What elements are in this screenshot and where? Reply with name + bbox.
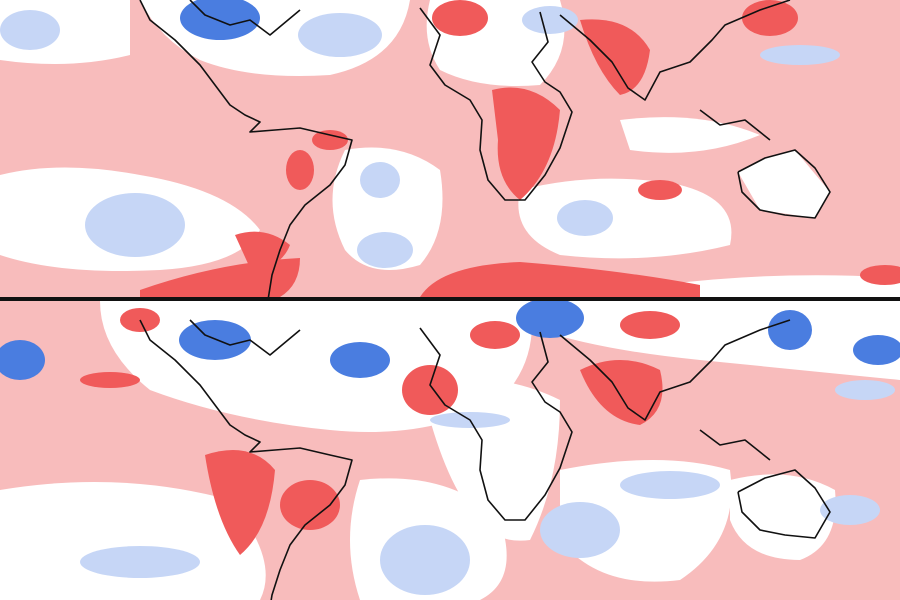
top-panel: [0, 0, 900, 297]
field-region: [298, 13, 382, 57]
field-region: [730, 474, 836, 560]
field-region: [205, 450, 275, 555]
field-region: [360, 162, 400, 198]
field-region: [380, 525, 470, 595]
field-region: [518, 178, 732, 259]
field-region: [660, 275, 900, 297]
field-region: [0, 10, 60, 50]
field-region: [312, 130, 348, 150]
field-region: [286, 150, 314, 190]
field-region: [420, 262, 700, 297]
field-region: [179, 320, 251, 360]
field-region: [332, 147, 443, 270]
field-region: [853, 335, 900, 365]
field-region: [522, 6, 578, 34]
field-region: [768, 310, 812, 350]
field-region: [540, 502, 620, 558]
field-region: [557, 200, 613, 236]
field-region: [80, 546, 200, 578]
field-region: [835, 380, 895, 400]
field-region: [620, 311, 680, 339]
field-region: [432, 0, 488, 36]
field-region: [280, 480, 340, 530]
field-region: [330, 342, 390, 378]
field-region: [492, 87, 560, 200]
field-region: [738, 150, 830, 218]
field-region: [470, 321, 520, 349]
field-region: [0, 340, 45, 380]
field-region: [80, 372, 140, 388]
field-region: [760, 45, 840, 65]
field-region: [620, 117, 760, 153]
field-region: [742, 0, 798, 36]
field-region: [0, 482, 266, 600]
field-region: [638, 180, 682, 200]
bottom-panel: [0, 301, 900, 600]
field-region: [580, 19, 650, 95]
field-region: [516, 301, 584, 338]
field-region: [860, 265, 900, 285]
field-region: [357, 232, 413, 268]
field-region: [620, 471, 720, 499]
panel-divider: [0, 297, 900, 301]
field-region: [85, 193, 185, 257]
field-region: [235, 231, 290, 269]
field-region: [820, 495, 880, 525]
field-region: [580, 360, 663, 425]
